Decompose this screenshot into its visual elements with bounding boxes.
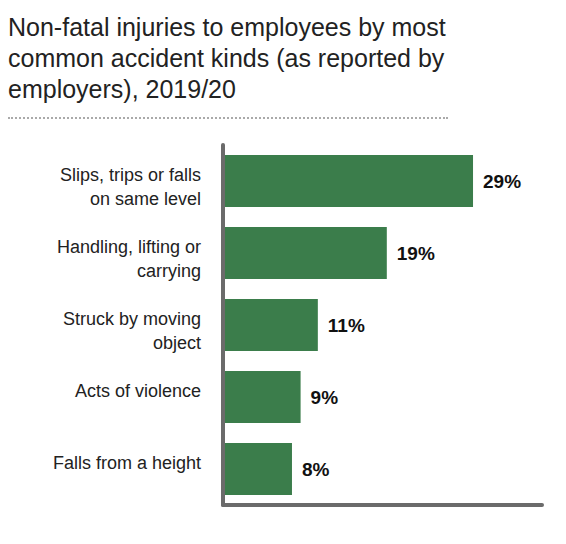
svg-text:Slips, trips or fallson same l: Slips, trips or fallson same level: [60, 165, 201, 209]
svg-text:19%: 19%: [397, 243, 435, 264]
svg-text:Acts of violence: Acts of violence: [75, 381, 201, 401]
html-text:Non-fatal injuries to employee: Non-fatal injuries to employees by most …: [8, 13, 446, 103]
svg-text:Falls from a height: Falls from a height: [53, 453, 201, 473]
svg-text:9%: 9%: [311, 387, 339, 408]
svg-text:Handling, lifting orcarrying: Handling, lifting orcarrying: [57, 237, 201, 281]
svg-text:29%: 29%: [483, 171, 521, 192]
svg-text:11%: 11%: [328, 315, 365, 336]
svg-text:8%: 8%: [302, 459, 330, 480]
svg-text:Struck by movingobject: Struck by movingobject: [63, 309, 201, 353]
